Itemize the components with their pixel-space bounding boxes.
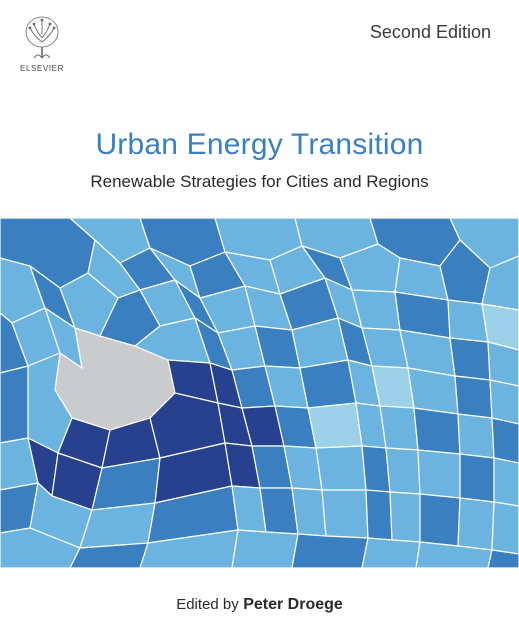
map-region [362,538,420,568]
choropleth-map [0,218,519,568]
book-title: Urban Energy Transition [0,128,519,162]
map-region [292,534,368,568]
map-region [0,366,28,443]
map-region [408,368,458,414]
edited-by-label: Edited by [176,596,239,613]
map-region [380,406,418,450]
map-region [420,494,460,546]
map-region [494,458,519,506]
book-cover: ELSEVIER Second Edition Urban Energy Tra… [0,0,519,640]
map-region [490,380,519,424]
map-region [414,408,460,454]
map-region [366,490,392,540]
map-region [316,446,366,490]
edition-label: Second Edition [370,22,491,43]
map-region [458,498,494,550]
map-region [460,454,494,502]
map-region [488,342,519,386]
book-subtitle: Renewable Strategies for Cities and Regi… [0,172,519,192]
map-region [492,418,519,463]
map-region [322,490,368,538]
map-region [232,530,298,568]
title-block: Urban Energy Transition Renewable Strate… [0,128,519,192]
map-region [458,414,494,458]
map-region [492,502,519,554]
map-region [455,376,492,418]
map-region [450,338,490,380]
editor-name: Peter Droege [243,596,343,613]
map-region [386,448,420,494]
map-region [418,450,460,498]
map-region [362,446,390,492]
publisher-logo: ELSEVIER [14,14,70,80]
editor-line: Edited by Peter Droege [0,596,519,614]
map-region [308,403,362,448]
map-region [390,492,420,542]
elsevier-tree-icon [20,14,64,62]
publisher-name: ELSEVIER [20,64,64,73]
map-region [300,360,356,408]
map-region [292,488,326,536]
